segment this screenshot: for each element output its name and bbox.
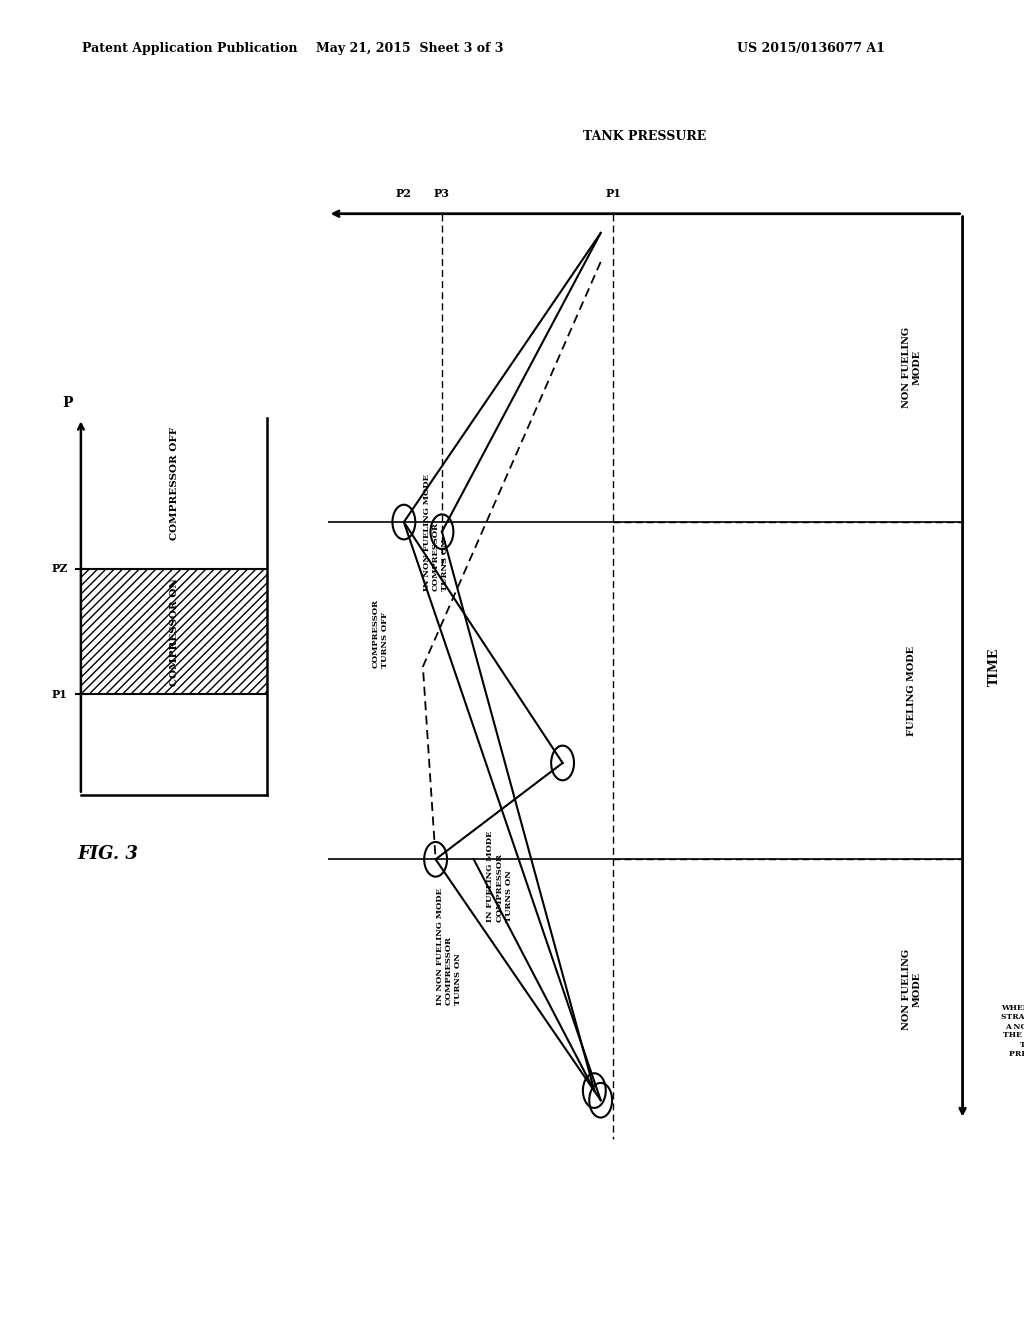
Text: COMPRESSOR OFF: COMPRESSOR OFF bbox=[170, 428, 178, 540]
Text: IN NON FUELING MODE
COMPRESSOR
TURNS ON: IN NON FUELING MODE COMPRESSOR TURNS ON bbox=[435, 888, 462, 1006]
Bar bbox=[81, 569, 267, 694]
Text: FIG. 3: FIG. 3 bbox=[77, 845, 138, 863]
Text: WHEN ENGINE CONTROL
STRATEGY SWITCHES TO
A NON FUELING MODE,
THE COMPRESSOR WILL: WHEN ENGINE CONTROL STRATEGY SWITCHES TO… bbox=[1001, 1005, 1024, 1057]
Text: Patent Application Publication: Patent Application Publication bbox=[82, 42, 297, 55]
Text: IN FUELING MODE
COMPRESSOR
TURNS ON: IN FUELING MODE COMPRESSOR TURNS ON bbox=[486, 830, 513, 921]
Text: P: P bbox=[62, 396, 73, 411]
Text: COMPRESSOR
TURNS OFF: COMPRESSOR TURNS OFF bbox=[372, 599, 389, 668]
Text: P1: P1 bbox=[51, 689, 68, 700]
Text: P3: P3 bbox=[434, 189, 450, 199]
Text: TANK PRESSURE: TANK PRESSURE bbox=[584, 131, 707, 143]
Text: P1: P1 bbox=[605, 189, 622, 199]
Text: NON FUELING
MODE: NON FUELING MODE bbox=[902, 949, 922, 1030]
Text: P2: P2 bbox=[396, 189, 412, 199]
Text: FUELING MODE: FUELING MODE bbox=[907, 645, 916, 735]
Text: May 21, 2015  Sheet 3 of 3: May 21, 2015 Sheet 3 of 3 bbox=[316, 42, 503, 55]
Text: NON FUELING
MODE: NON FUELING MODE bbox=[902, 327, 922, 408]
Text: TIME: TIME bbox=[988, 647, 1000, 686]
Text: US 2015/0136077 A1: US 2015/0136077 A1 bbox=[737, 42, 885, 55]
Text: IN NON FUELING MODE
COMPRESSOR
TURNS ON: IN NON FUELING MODE COMPRESSOR TURNS ON bbox=[423, 474, 450, 591]
Text: COMPRESSOR ON: COMPRESSOR ON bbox=[170, 578, 178, 685]
Text: PZ: PZ bbox=[51, 564, 68, 574]
